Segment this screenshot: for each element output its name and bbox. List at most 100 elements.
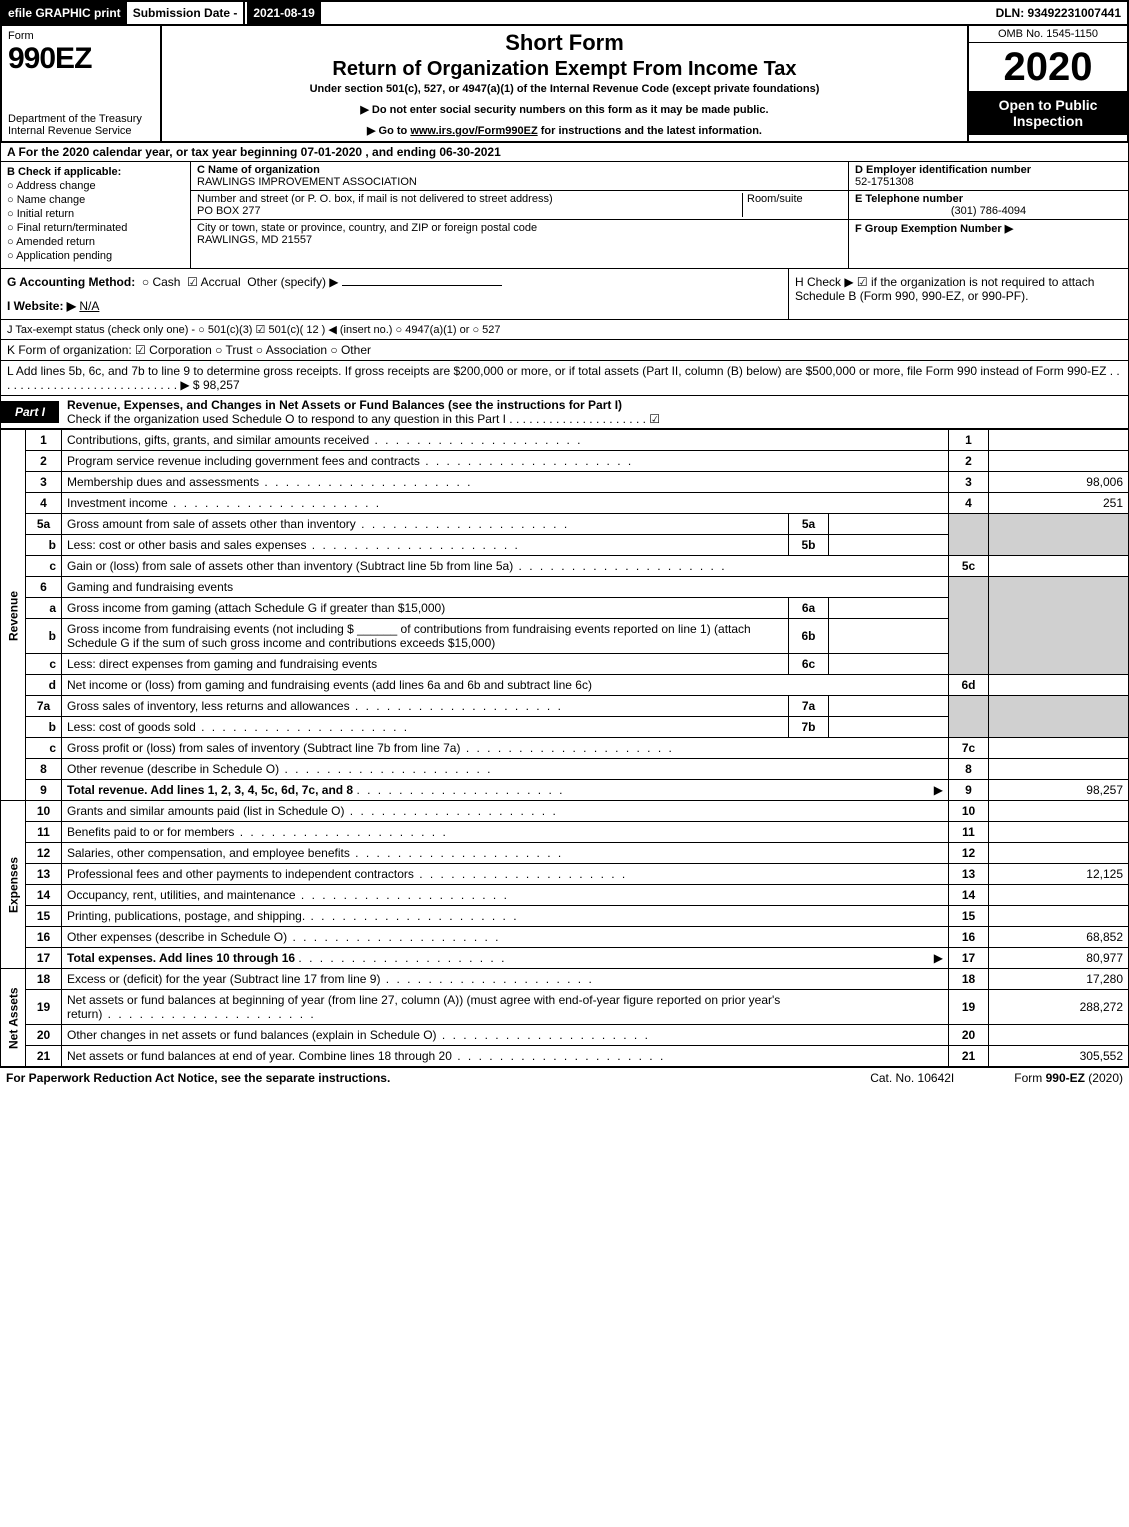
table-row: 21 Net assets or fund balances at end of… — [1, 1046, 1129, 1067]
table-row: 13 Professional fees and other payments … — [1, 864, 1129, 885]
ln-4-cn: 4 — [949, 493, 989, 514]
shade — [989, 577, 1129, 675]
ln-7a-desc: Gross sales of inventory, less returns a… — [62, 696, 789, 717]
footer-form: Form 990-EZ (2020) — [1014, 1071, 1123, 1085]
ln-13-cn: 13 — [949, 864, 989, 885]
goto-post: for instructions and the latest informat… — [538, 125, 762, 137]
table-row: 2 Program service revenue including gove… — [1, 451, 1129, 472]
form-header: Form 990EZ Department of the Treasury In… — [0, 26, 1129, 143]
ln-7b-num: b — [26, 717, 62, 738]
ln-6b-sn: 6b — [789, 619, 829, 654]
submission-date: 2021-08-19 — [245, 2, 320, 24]
ln-6c-sv — [829, 654, 949, 675]
ln-16-cn: 16 — [949, 927, 989, 948]
chk-address-change[interactable]: Address change — [7, 180, 184, 192]
ln-21-val: 305,552 — [989, 1046, 1129, 1067]
ln-8-cn: 8 — [949, 759, 989, 780]
submission-date-text: Submission Date - — [133, 6, 238, 20]
ln-12-cn: 12 — [949, 843, 989, 864]
ln-6d-num: d — [26, 675, 62, 696]
table-row: 15 Printing, publications, postage, and … — [1, 906, 1129, 927]
org-name-label: C Name of organization — [197, 164, 417, 176]
ln-14-val — [989, 885, 1129, 906]
ln-3-cn: 3 — [949, 472, 989, 493]
ln-6c-sn: 6c — [789, 654, 829, 675]
dln: DLN: 93492231007441 — [990, 2, 1127, 24]
chk-cash[interactable]: Cash — [142, 275, 181, 289]
other-line[interactable] — [342, 285, 502, 286]
addr-label: Number and street (or P. O. box, if mail… — [197, 193, 742, 205]
goto-pre: ▶ Go to — [367, 125, 410, 137]
ln-7b-sn: 7b — [789, 717, 829, 738]
ln-4-desc: Investment income — [62, 493, 949, 514]
ln-6a-sn: 6a — [789, 598, 829, 619]
ln-1-num: 1 — [26, 430, 62, 451]
ln-19-desc: Net assets or fund balances at beginning… — [62, 990, 949, 1025]
line-j: J Tax-exempt status (check only one) - ○… — [0, 320, 1129, 340]
ln-19-val: 288,272 — [989, 990, 1129, 1025]
chk-final-return[interactable]: Final return/terminated — [7, 222, 184, 234]
ln-7c-desc: Gross profit or (loss) from sales of inv… — [62, 738, 949, 759]
room-suite: Room/suite — [742, 193, 842, 217]
table-row: 3 Membership dues and assessments 3 98,0… — [1, 472, 1129, 493]
ln-12-val — [989, 843, 1129, 864]
part-1-tab: Part I — [1, 401, 59, 423]
table-row: c Gross profit or (loss) from sales of i… — [1, 738, 1129, 759]
table-row: 5a Gross amount from sale of assets othe… — [1, 514, 1129, 535]
ln-11-num: 11 — [26, 822, 62, 843]
ln-1-desc: Contributions, gifts, grants, and simila… — [62, 430, 949, 451]
website-value: N/A — [79, 299, 99, 313]
ein-label: D Employer identification number — [855, 164, 1122, 176]
ln-5c-desc: Gain or (loss) from sale of assets other… — [62, 556, 949, 577]
ln-6c-desc: Less: direct expenses from gaming and fu… — [62, 654, 789, 675]
short-form-title: Short Form — [170, 30, 959, 56]
chk-amended-return[interactable]: Amended return — [7, 236, 184, 248]
footer-paperwork: For Paperwork Reduction Act Notice, see … — [6, 1071, 390, 1085]
tel-label: E Telephone number — [855, 193, 1122, 205]
ln-9-num: 9 — [26, 780, 62, 801]
efile-print[interactable]: efile GRAPHIC print — [2, 2, 127, 24]
chk-name-change[interactable]: Name change — [7, 194, 184, 206]
table-row: 12 Salaries, other compensation, and emp… — [1, 843, 1129, 864]
chk-accrual[interactable]: Accrual — [187, 275, 240, 289]
other-specify[interactable]: Other (specify) ▶ — [247, 275, 338, 289]
ln-7c-val — [989, 738, 1129, 759]
ln-6d-desc: Net income or (loss) from gaming and fun… — [62, 675, 949, 696]
table-row: Revenue 1 Contributions, gifts, grants, … — [1, 430, 1129, 451]
ln-9-val: 98,257 — [989, 780, 1129, 801]
ln-14-num: 14 — [26, 885, 62, 906]
ln-6a-num: a — [26, 598, 62, 619]
chk-application-pending[interactable]: Application pending — [7, 250, 184, 262]
ln-19-num: 19 — [26, 990, 62, 1025]
ln-6c-num: c — [26, 654, 62, 675]
table-row: Expenses 10 Grants and similar amounts p… — [1, 801, 1129, 822]
ln-17-desc: Total expenses. Add lines 10 through 16 … — [62, 948, 949, 969]
ln-15-num: 15 — [26, 906, 62, 927]
form-word: Form — [8, 30, 154, 42]
ln-10-cn: 10 — [949, 801, 989, 822]
tel-value: (301) 786-4094 — [855, 205, 1122, 217]
org-name-row: C Name of organization RAWLINGS IMPROVEM… — [191, 162, 848, 191]
ln-13-desc: Professional fees and other payments to … — [62, 864, 949, 885]
ln-6b-desc: Gross income from fundraising events (no… — [62, 619, 789, 654]
shade — [949, 577, 989, 675]
top-bar: efile GRAPHIC print Submission Date - 20… — [0, 0, 1129, 26]
ln-11-desc: Benefits paid to or for members — [62, 822, 949, 843]
table-row: c Gain or (loss) from sale of assets oth… — [1, 556, 1129, 577]
ln-20-val — [989, 1025, 1129, 1046]
tel-cell: E Telephone number (301) 786-4094 — [849, 191, 1128, 220]
ln-4-num: 4 — [26, 493, 62, 514]
ln-8-desc: Other revenue (describe in Schedule O) — [62, 759, 949, 780]
ln-14-desc: Occupancy, rent, utilities, and maintena… — [62, 885, 949, 906]
chk-initial-return[interactable]: Initial return — [7, 208, 184, 220]
ln-5b-num: b — [26, 535, 62, 556]
ln-16-val: 68,852 — [989, 927, 1129, 948]
ln-21-cn: 21 — [949, 1046, 989, 1067]
ln-8-val — [989, 759, 1129, 780]
ln-2-cn: 2 — [949, 451, 989, 472]
ln-21-desc: Net assets or fund balances at end of ye… — [62, 1046, 949, 1067]
ln-12-num: 12 — [26, 843, 62, 864]
table-row: 9 Total revenue. Add lines 1, 2, 3, 4, 5… — [1, 780, 1129, 801]
irs-link[interactable]: www.irs.gov/Form990EZ — [410, 125, 537, 137]
ln-13-val: 12,125 — [989, 864, 1129, 885]
